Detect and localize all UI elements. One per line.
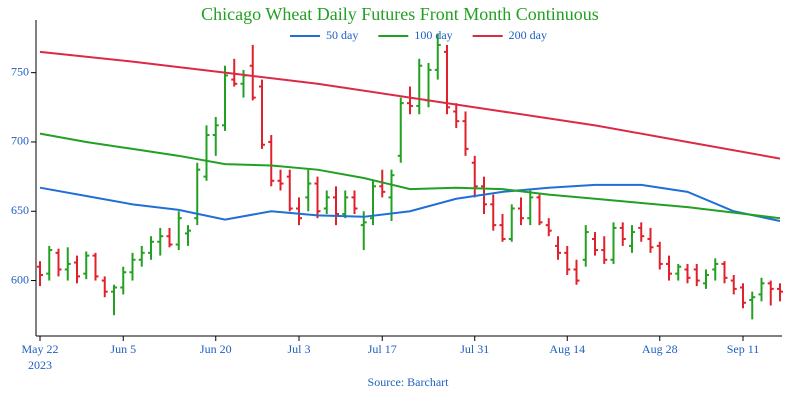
moving-average-line [39, 183, 781, 222]
y-tick-label: 650 [11, 203, 29, 217]
x-tick-label: Jul 17 [368, 342, 397, 356]
x-tick-label: Aug 28 [642, 342, 678, 356]
legend-label: 50 day [326, 28, 358, 42]
x-tick-label: Jun 20 [200, 342, 232, 356]
y-tick-label: 700 [11, 134, 29, 148]
x-tick-label: May 22 2023 [22, 342, 59, 372]
x-tick-label: Sep 11 [727, 342, 760, 356]
y-tick-label: 750 [11, 64, 29, 78]
x-tick-label: Jul 3 [287, 342, 310, 356]
x-tick-label: Aug 14 [549, 342, 585, 356]
legend-label: 200 day [509, 28, 547, 42]
legend-label: 100 day [414, 28, 452, 42]
source-note: Source: Barchart [368, 375, 450, 389]
y-tick-label: 600 [11, 272, 29, 286]
moving-average-line [39, 132, 781, 220]
chart-title: Chicago Wheat Daily Futures Front Month … [201, 4, 599, 24]
x-tick-label: Jun 5 [110, 342, 136, 356]
moving-average-line [39, 50, 781, 160]
x-tick-label: Jul 31 [460, 342, 489, 356]
